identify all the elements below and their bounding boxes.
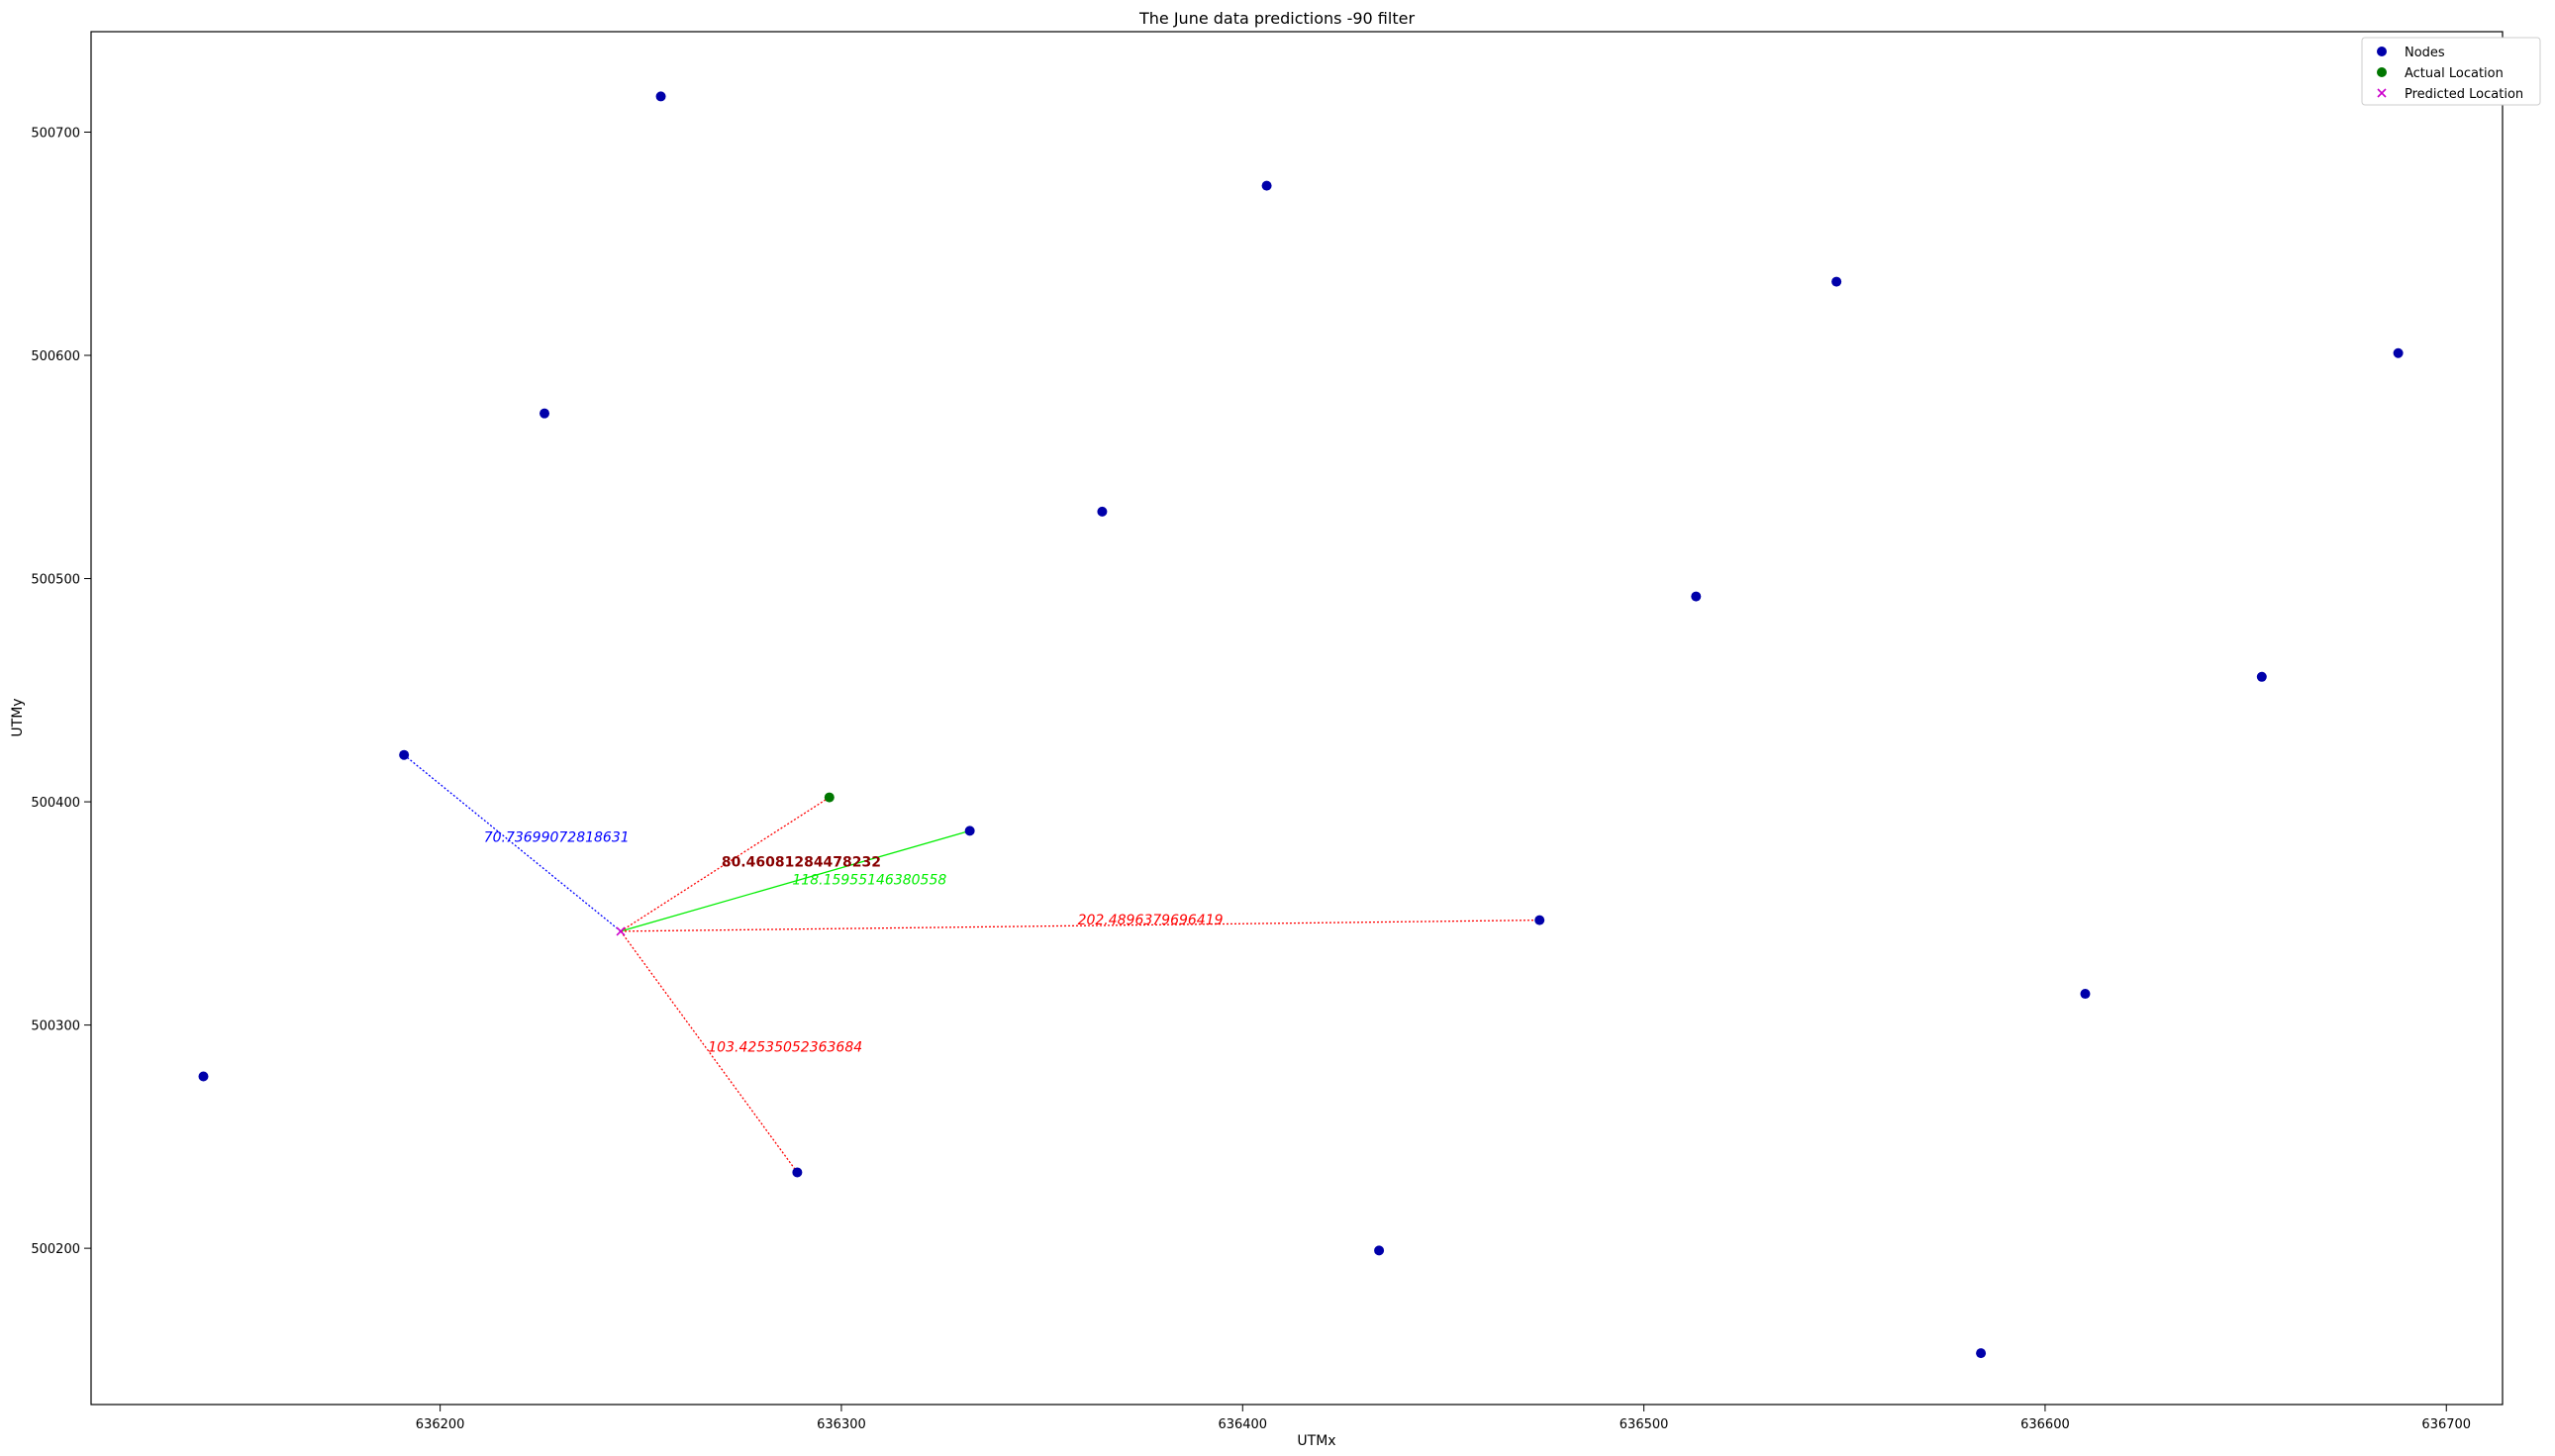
- node-point: [1691, 591, 1702, 602]
- legend-circle-marker: [2377, 67, 2387, 77]
- connection-line: [403, 754, 622, 932]
- legend-entry-label: Predicted Location: [2405, 87, 2523, 102]
- legend: Nodes Actual Location Predicted Location: [2361, 37, 2541, 106]
- distance-label: 70.73699072818631: [484, 830, 630, 846]
- node-point: [1534, 915, 1545, 925]
- y-tick-label: 500300: [31, 1019, 80, 1034]
- node-point: [2080, 989, 2091, 1000]
- node-point: [655, 91, 666, 102]
- connection-line: [620, 829, 970, 932]
- x-axis-label: UTMx: [1297, 1433, 1335, 1449]
- node-point: [964, 825, 975, 836]
- node-point: [1374, 1245, 1385, 1256]
- legend-x-marker: [2377, 88, 2387, 98]
- predicted-x-stroke: [616, 926, 626, 936]
- node-point: [399, 749, 410, 760]
- y-tick-label: 500600: [31, 349, 80, 364]
- node-point: [792, 1167, 803, 1178]
- plot-area: [90, 31, 2504, 1406]
- plot-frame: [90, 31, 2504, 1406]
- axis-ticks: 636200 636300 636400 636500 636600 636700 5002…: [31, 126, 2471, 1432]
- node-point: [1261, 180, 1272, 191]
- node-point: [2256, 671, 2267, 682]
- node-point: [540, 408, 550, 419]
- legend-entry-label: Actual Location: [2405, 66, 2504, 81]
- node-point: [1831, 276, 1842, 287]
- distance-labels: 70.73699072818631 80.46081284478232 118.15…: [484, 830, 1224, 1056]
- data-points: [198, 91, 2404, 1359]
- node-point: [198, 1071, 209, 1082]
- y-tick-label: 500500: [31, 573, 80, 588]
- y-axis-label: UTMy: [10, 698, 26, 736]
- predicted-location-marker: [616, 926, 626, 936]
- x-tick-label: 636600: [2020, 1417, 2070, 1432]
- x-tick-label: 636300: [817, 1417, 866, 1432]
- x-tick-label: 636400: [1218, 1417, 1267, 1432]
- y-tick-label: 500400: [31, 796, 80, 811]
- distance-label: 80.46081284478232: [722, 854, 881, 870]
- legend-box: [2361, 37, 2541, 106]
- y-tick-label: 500200: [31, 1242, 80, 1257]
- node-point: [1976, 1348, 1987, 1359]
- y-tick-label: 500700: [31, 126, 80, 141]
- actual-location-point: [824, 792, 835, 803]
- distance-label: 118.15955146380558: [792, 873, 946, 889]
- connection-line: [620, 797, 831, 932]
- legend-circle-marker: [2377, 47, 2387, 56]
- node-point: [1097, 506, 1108, 517]
- x-tick-label: 636500: [1620, 1417, 1669, 1432]
- legend-entry-label: Nodes: [2405, 46, 2445, 60]
- distance-label: 202.4896379696419: [1078, 913, 1224, 928]
- node-point: [2393, 347, 2404, 358]
- legend-x-stroke: [2377, 88, 2387, 98]
- connection-lines: [403, 754, 1540, 1173]
- distance-label: 103.42535052363684: [708, 1040, 862, 1056]
- x-tick-label: 636200: [416, 1417, 465, 1432]
- x-tick-label: 636700: [2421, 1417, 2471, 1432]
- chart-title: The June data predictions -90 filter: [1138, 9, 1415, 28]
- connection-line: [621, 919, 1540, 932]
